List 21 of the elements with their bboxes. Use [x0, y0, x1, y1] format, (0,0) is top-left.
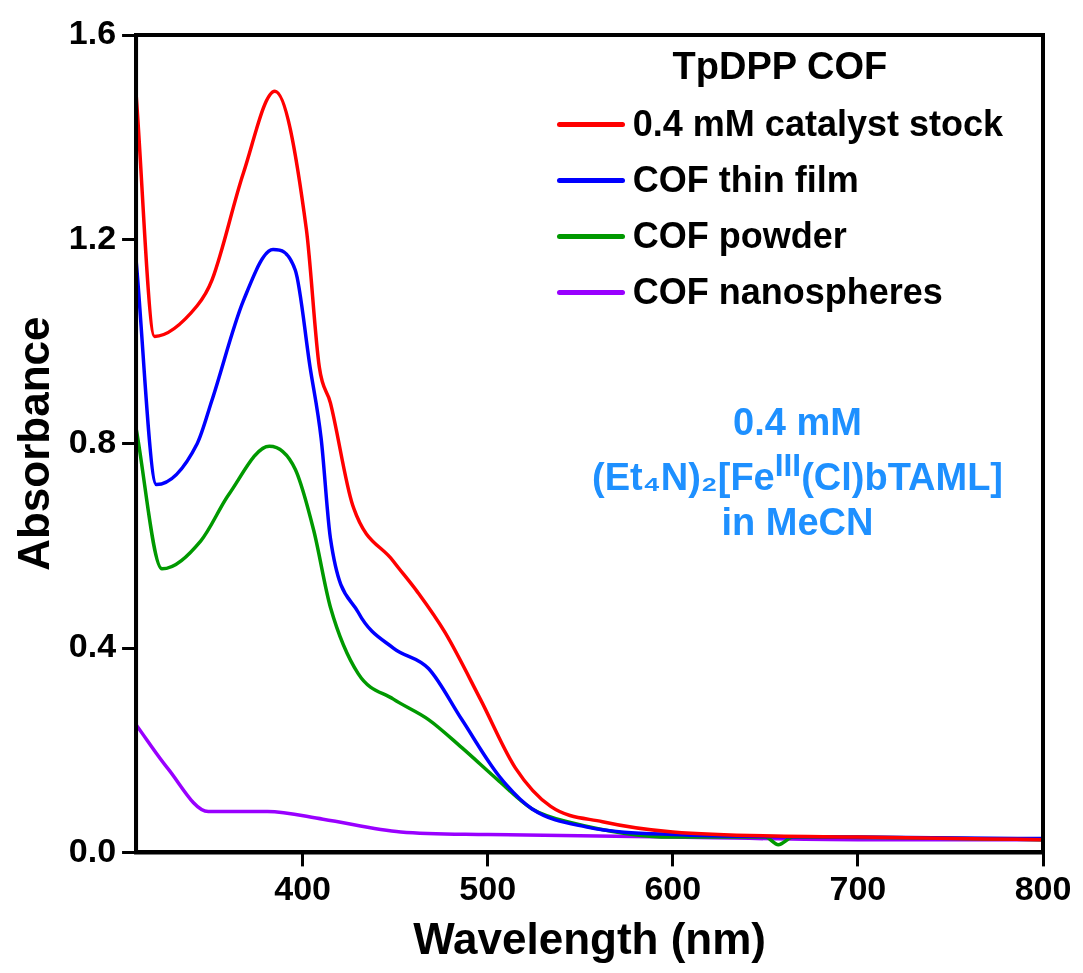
legend-label: COF thin film: [632, 159, 859, 201]
annotation: (Et₄N)₂[Fe$^{III}$(Cl)bTAML]: [591, 445, 1003, 500]
y-axis-title: Absorbance: [8, 316, 58, 571]
y-tick-label: 0.4: [68, 626, 117, 665]
y-tick-label: 1.6: [68, 13, 117, 52]
line-series: [136, 89, 1043, 842]
legend-label: 0.4 mM catalyst stock: [632, 103, 1003, 145]
x-tick-label: 600: [644, 869, 702, 908]
x-tick-label: 500: [459, 869, 517, 908]
x-tick-label: 400: [274, 869, 332, 908]
legend-title: TpDPP COF: [671, 45, 889, 88]
x-tick-label: 800: [1014, 869, 1072, 908]
y-tick-label: 1.2: [68, 217, 117, 256]
y-tick-label: 0.8: [68, 422, 117, 461]
legend-label: COF nanospheres: [632, 271, 943, 313]
annotation: in MeCN: [720, 499, 875, 545]
annotation: 0.4 mM: [732, 400, 863, 445]
x-tick-label: 700: [829, 869, 887, 908]
y-tick-label: 0.0: [68, 830, 117, 869]
x-axis-title: Wavelength (nm): [413, 913, 766, 963]
legend-label: COF powder: [632, 215, 847, 257]
